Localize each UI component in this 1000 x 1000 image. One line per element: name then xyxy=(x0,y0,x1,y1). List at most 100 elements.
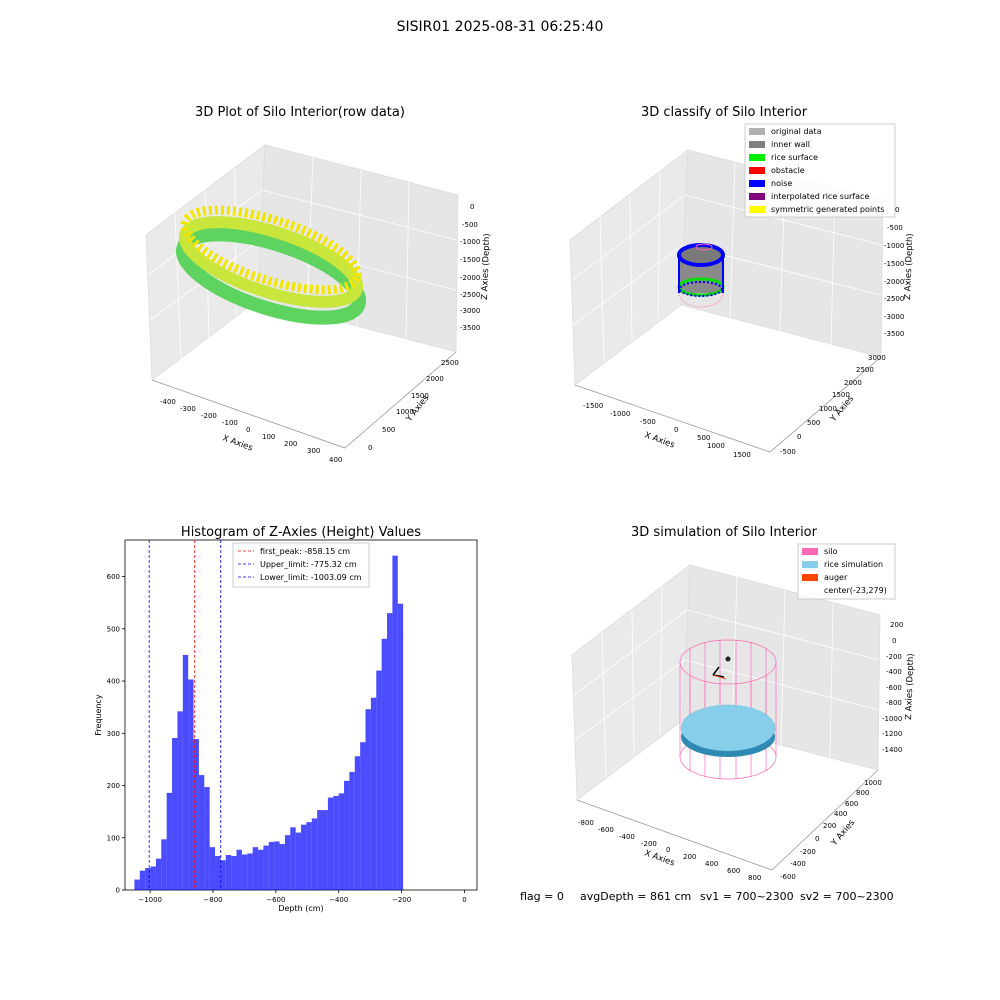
svg-text:2500: 2500 xyxy=(856,366,874,374)
histogram-bar xyxy=(338,793,345,890)
histogram-bar xyxy=(268,841,275,890)
svg-text:400: 400 xyxy=(329,456,342,464)
simulation-legend-swatch xyxy=(802,548,818,555)
histogram-legend: first_peak: -858.15 cm Upper_limit: -775.… xyxy=(232,542,370,588)
histogram-bar xyxy=(155,858,162,890)
simulation-legend-swatch xyxy=(802,561,818,568)
histogram-x-tick-label: −1000 xyxy=(138,896,162,904)
svg-text:-800: -800 xyxy=(578,819,594,827)
raw-rice-ring xyxy=(175,205,367,325)
histogram-bar xyxy=(150,866,156,890)
footer-sv1: sv1 = 700~2300 xyxy=(700,890,794,903)
raw-z-tick-labels: 0 -500 -1000 -1500 -2000 -2500 -3000 -35… xyxy=(460,203,480,332)
histogram-reference-lines xyxy=(148,540,222,890)
raw-3d-panel[interactable]: 3D Plot of Silo Interior(row data) -400 … xyxy=(145,105,492,464)
histogram-y-tick-label: 300 xyxy=(107,730,120,738)
svg-text:-2000: -2000 xyxy=(884,278,904,286)
histogram-bar xyxy=(204,787,210,890)
svg-text:-3000: -3000 xyxy=(884,313,904,321)
svg-text:-1000: -1000 xyxy=(884,242,904,250)
svg-text:200: 200 xyxy=(284,440,297,448)
simulation-legend-label: auger xyxy=(824,573,848,582)
svg-text:-3000: -3000 xyxy=(460,307,480,315)
footer-avg-depth: avgDepth = 861 cm xyxy=(580,890,691,903)
simulation-legend-label: rice simulation xyxy=(824,560,883,569)
histogram-bar xyxy=(241,854,248,890)
histogram-bar xyxy=(354,756,361,890)
svg-text:-300: -300 xyxy=(180,405,196,413)
classify-silo-points xyxy=(677,243,725,308)
svg-text:800: 800 xyxy=(856,789,869,797)
histogram-bar xyxy=(139,870,146,890)
histogram-y-label: Frequency xyxy=(94,694,103,736)
histogram-x-tick-label: −800 xyxy=(203,896,222,904)
histogram-bar xyxy=(381,638,388,890)
svg-text:400: 400 xyxy=(705,860,718,868)
footer-sv2: sv2 = 700~2300 xyxy=(800,890,894,903)
simulation-legend: silo rice simulation auger center(-23,279) xyxy=(797,543,896,600)
svg-text:-1000: -1000 xyxy=(460,238,480,246)
histogram-bar xyxy=(376,670,382,890)
svg-text:-500: -500 xyxy=(780,448,796,456)
svg-text:0: 0 xyxy=(797,433,801,441)
classify-legend: original data inner wall rice surface obsta… xyxy=(744,123,896,218)
histogram-y-tick-label: 100 xyxy=(107,834,120,842)
svg-text:-200: -200 xyxy=(886,653,902,661)
classify-x-tick-labels: -1500 -1000 -500 0 500 1000 1500 xyxy=(583,402,751,459)
svg-text:-3500: -3500 xyxy=(884,330,904,338)
svg-text:-1500: -1500 xyxy=(583,402,603,410)
svg-text:300: 300 xyxy=(307,447,320,455)
histogram-bars xyxy=(134,555,404,890)
histogram-panel[interactable]: Histogram of Z-Axies (Height) Values −10… xyxy=(94,525,478,913)
classify-legend-swatch xyxy=(749,128,765,135)
svg-text:500: 500 xyxy=(697,434,710,442)
histogram-x-tick-label: 0 xyxy=(462,896,466,904)
svg-text:1000: 1000 xyxy=(396,408,414,416)
svg-text:3000: 3000 xyxy=(868,354,886,362)
histogram-bar xyxy=(134,879,140,890)
svg-text:200: 200 xyxy=(683,853,696,861)
svg-text:-400: -400 xyxy=(790,860,806,868)
classify-legend-swatch xyxy=(749,167,765,174)
svg-text:-600: -600 xyxy=(598,826,614,834)
histogram-bar xyxy=(263,845,269,890)
svg-text:2000: 2000 xyxy=(426,375,444,383)
svg-text:-400: -400 xyxy=(160,398,176,406)
svg-text:-100: -100 xyxy=(222,419,238,427)
histogram-y-ticks: 0 100 200 300 400 500 600 xyxy=(107,573,125,895)
histogram-bar xyxy=(301,824,307,890)
simulation-x-label: X Axies xyxy=(643,848,676,868)
histogram-bar xyxy=(252,847,259,890)
svg-text:-1500: -1500 xyxy=(884,260,904,268)
svg-text:-1000: -1000 xyxy=(610,410,630,418)
svg-text:-1000: -1000 xyxy=(882,715,902,723)
histogram-bar xyxy=(295,832,302,890)
svg-text:0: 0 xyxy=(666,846,670,854)
raw-y-tick-labels: 0 500 1000 1500 2000 2500 xyxy=(368,359,459,452)
histogram-bar xyxy=(209,847,216,890)
histogram-bar xyxy=(397,603,404,890)
histogram-y-tick-label: 500 xyxy=(107,625,120,633)
classify-z-tick-labels: 0 -500 -1000 -1500 -2000 -2500 -3000 -35… xyxy=(884,206,904,338)
svg-text:-1200: -1200 xyxy=(882,730,902,738)
svg-text:800: 800 xyxy=(748,874,761,882)
svg-text:500: 500 xyxy=(382,426,395,434)
simulation-y-tick-labels: -600 -400 -200 0 200 400 600 800 1000 xyxy=(780,779,882,881)
histogram-title: Histogram of Z-Axies (Height) Values xyxy=(181,525,421,540)
classify-legend-swatch xyxy=(749,193,765,200)
histogram-bar xyxy=(225,855,232,890)
histogram-bar xyxy=(220,860,226,890)
simulation-3d-panel[interactable]: 3D simulation of Silo Interior xyxy=(571,525,916,882)
classify-3d-panel[interactable]: 3D classify of Silo Interior o xyxy=(569,105,915,459)
simulation-auger-marker xyxy=(712,656,731,680)
svg-text:1500: 1500 xyxy=(832,391,850,399)
svg-text:0: 0 xyxy=(892,637,896,645)
classify-legend-label: original data xyxy=(771,127,822,136)
footer-status: flag = 0 avgDepth = 861 cm sv1 = 700~230… xyxy=(520,890,894,903)
svg-text:-500: -500 xyxy=(640,418,656,426)
svg-text:-2500: -2500 xyxy=(884,295,904,303)
simulation-x-tick-labels: -800 -600 -400 -200 0 200 400 600 800 xyxy=(578,819,761,882)
classify-x-label: X Axies xyxy=(643,430,676,450)
svg-text:2500: 2500 xyxy=(441,359,459,367)
histogram-bar xyxy=(344,780,350,890)
